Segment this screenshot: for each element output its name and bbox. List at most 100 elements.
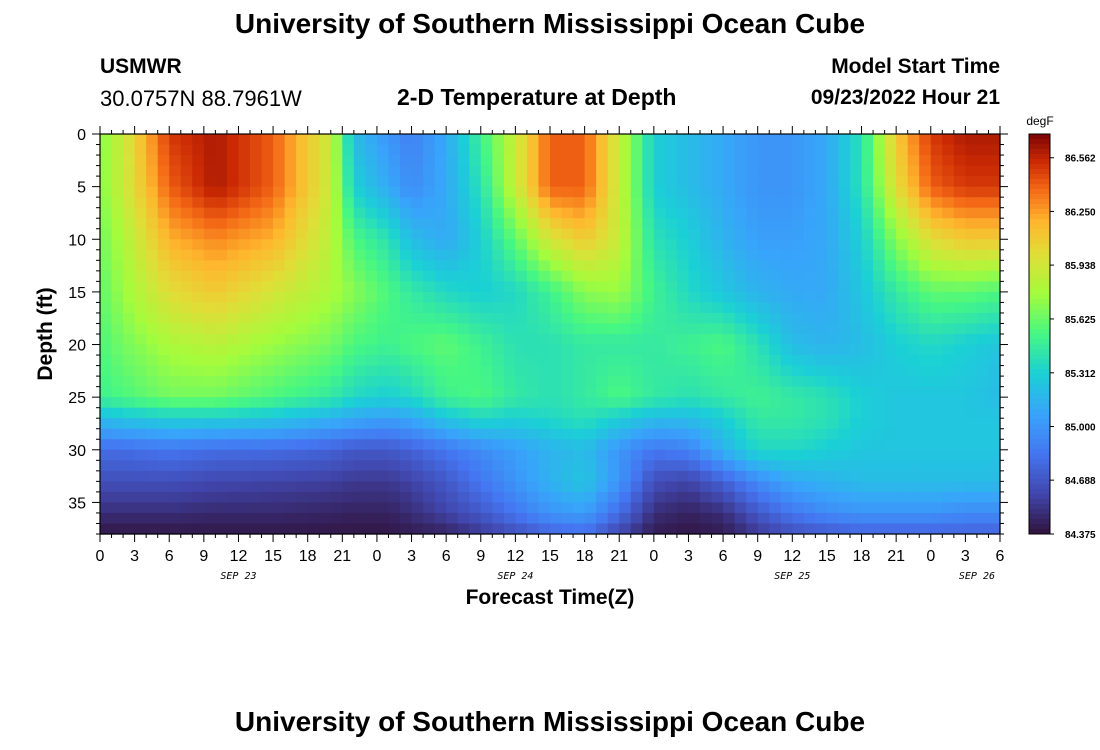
heatmap-cell bbox=[226, 376, 240, 388]
heatmap-cell bbox=[953, 144, 966, 156]
heatmap-cell bbox=[469, 512, 482, 525]
heatmap-cell bbox=[342, 186, 355, 198]
heatmap-cell bbox=[261, 376, 274, 388]
colorbar-swatch bbox=[1029, 429, 1050, 435]
heatmap-cell bbox=[642, 481, 655, 493]
heatmap-cell bbox=[873, 512, 886, 525]
heatmap-cell bbox=[803, 407, 816, 419]
heatmap-cell bbox=[550, 155, 563, 167]
heatmap-cell bbox=[157, 439, 170, 451]
heatmap-cell bbox=[353, 302, 366, 314]
heatmap-cell bbox=[930, 491, 943, 504]
heatmap-cell bbox=[746, 449, 759, 461]
heatmap-cell bbox=[330, 491, 343, 504]
heatmap-cell bbox=[792, 460, 805, 472]
heatmap-cell bbox=[180, 355, 193, 367]
heatmap-cell bbox=[157, 376, 170, 388]
heatmap-cell bbox=[180, 523, 193, 535]
heatmap-cell bbox=[180, 197, 193, 209]
heatmap-cell bbox=[642, 470, 655, 482]
heatmap-cell bbox=[261, 386, 274, 398]
heatmap-cell bbox=[746, 491, 759, 504]
heatmap-cell bbox=[676, 134, 690, 146]
heatmap-cell bbox=[653, 460, 666, 472]
heatmap-cell bbox=[180, 481, 193, 493]
heatmap-cell bbox=[769, 281, 782, 293]
heatmap-cell bbox=[676, 218, 690, 230]
heatmap-cell bbox=[226, 407, 240, 419]
colorbar-swatch bbox=[1029, 329, 1050, 335]
heatmap-cell bbox=[826, 197, 840, 209]
heatmap-cell bbox=[376, 334, 390, 346]
heatmap-cell bbox=[457, 260, 470, 272]
heatmap-cell bbox=[550, 407, 563, 419]
heatmap-cell bbox=[203, 491, 216, 504]
heatmap-cell bbox=[780, 291, 793, 304]
heatmap-cell bbox=[688, 197, 701, 209]
heatmap-cell bbox=[307, 365, 320, 377]
heatmap-cell bbox=[423, 376, 436, 388]
heatmap-cell bbox=[526, 376, 540, 388]
heatmap-cell bbox=[273, 291, 286, 304]
heatmap-cell bbox=[134, 355, 147, 367]
heatmap-cell bbox=[976, 144, 990, 156]
heatmap-cell bbox=[919, 323, 932, 335]
heatmap-cell bbox=[596, 323, 609, 335]
heatmap-cell bbox=[607, 386, 620, 398]
heatmap-cell bbox=[884, 491, 897, 504]
heatmap-cell bbox=[988, 523, 1001, 535]
heatmap-cell bbox=[134, 291, 147, 304]
heatmap-cell bbox=[873, 155, 886, 167]
heatmap-cell bbox=[180, 365, 193, 377]
heatmap-cell bbox=[550, 218, 563, 230]
heatmap-cell bbox=[215, 344, 228, 356]
heatmap-cell bbox=[769, 491, 782, 504]
y-tick-label: 25 bbox=[68, 390, 86, 407]
heatmap-cell bbox=[515, 197, 528, 209]
heatmap-cell bbox=[157, 397, 170, 409]
heatmap-cell bbox=[942, 291, 955, 304]
heatmap-cell bbox=[884, 460, 897, 472]
heatmap-cell bbox=[296, 302, 309, 314]
heatmap-cell bbox=[688, 260, 701, 272]
heatmap-cell bbox=[273, 376, 286, 388]
heatmap-cell bbox=[653, 228, 666, 240]
heatmap-cell bbox=[942, 355, 955, 367]
heatmap-cell bbox=[850, 197, 863, 209]
heatmap-cell bbox=[526, 418, 540, 430]
heatmap-cell bbox=[434, 165, 447, 177]
heatmap-cell bbox=[803, 218, 816, 230]
heatmap-cell bbox=[573, 207, 586, 219]
heatmap-cell bbox=[665, 249, 678, 261]
heatmap-cell bbox=[226, 323, 240, 335]
heatmap-cell bbox=[988, 512, 1001, 525]
heatmap-cell bbox=[942, 270, 955, 282]
heatmap-cell bbox=[723, 260, 736, 272]
heatmap-cell bbox=[538, 428, 551, 440]
x-tick-label: 0 bbox=[649, 548, 658, 565]
heatmap-cell bbox=[757, 460, 770, 472]
heatmap-cell bbox=[411, 144, 424, 156]
heatmap-cell bbox=[134, 281, 147, 293]
heatmap-cell bbox=[353, 428, 366, 440]
heatmap-cell bbox=[630, 302, 643, 314]
heatmap-cell bbox=[838, 428, 851, 440]
heatmap-cell bbox=[723, 207, 736, 219]
heatmap-cell bbox=[400, 397, 413, 409]
heatmap-cell bbox=[284, 260, 297, 272]
heatmap-cell bbox=[296, 418, 309, 430]
heatmap-cell bbox=[873, 355, 886, 367]
heatmap-cell bbox=[503, 260, 516, 272]
heatmap-cell bbox=[653, 302, 666, 314]
heatmap-cell bbox=[653, 407, 666, 419]
heatmap-cell bbox=[711, 355, 724, 367]
heatmap-cell bbox=[526, 334, 540, 346]
heatmap-cell bbox=[584, 186, 597, 198]
heatmap-cell bbox=[492, 365, 505, 377]
heatmap-cell bbox=[307, 291, 320, 304]
x-tick-label: 3 bbox=[961, 548, 970, 565]
heatmap-cell bbox=[457, 449, 470, 461]
heatmap-cell bbox=[307, 165, 320, 177]
heatmap-cell bbox=[388, 460, 401, 472]
heatmap-cell bbox=[815, 376, 828, 388]
